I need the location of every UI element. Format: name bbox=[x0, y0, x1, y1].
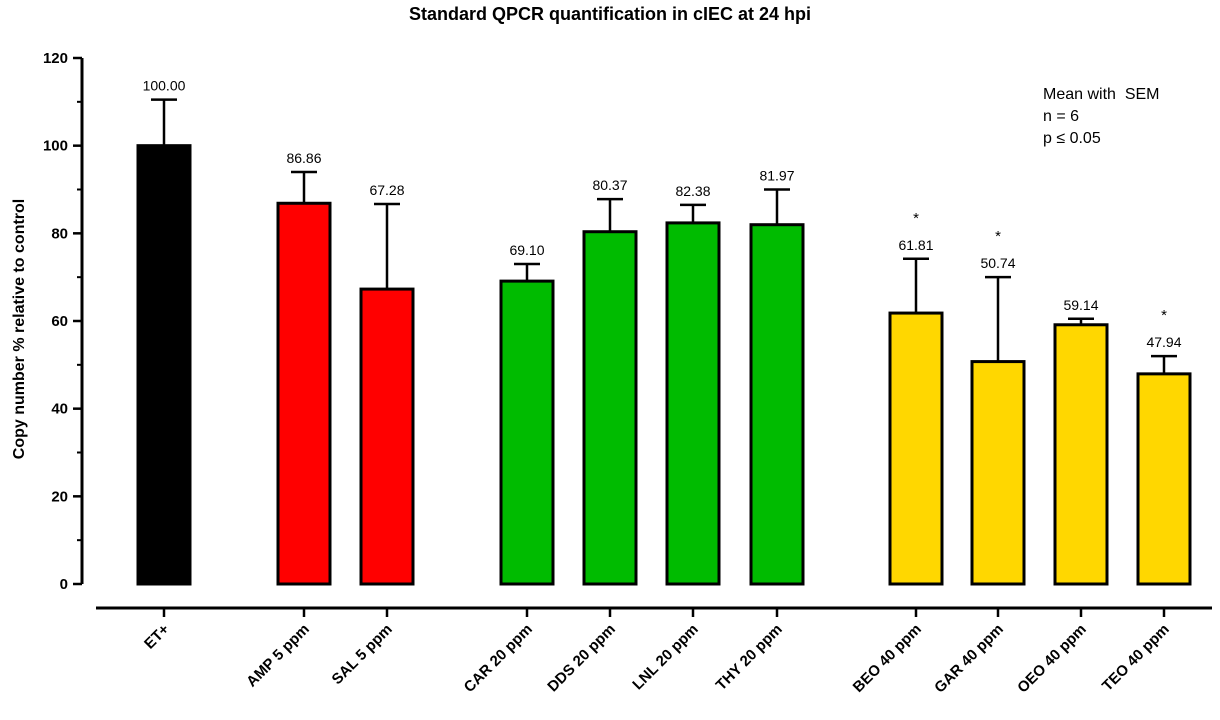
stats-annotation-line: Mean with SEM bbox=[1043, 86, 1159, 103]
value-label: 50.74 bbox=[980, 255, 1015, 271]
x-tick-label: CAR 20 ppm bbox=[461, 621, 536, 696]
x-tick-label: SAL 5 ppm bbox=[329, 621, 396, 688]
bar bbox=[359, 287, 415, 586]
x-tick-label: OEO 40 ppm bbox=[1014, 621, 1090, 697]
y-tick-label: 100 bbox=[43, 138, 68, 155]
bar bbox=[1053, 323, 1109, 586]
bar bbox=[749, 223, 805, 586]
value-label: 80.37 bbox=[592, 177, 627, 193]
x-tick-label: BEO 40 ppm bbox=[850, 621, 925, 696]
bar bbox=[136, 144, 192, 586]
y-tick-label: 120 bbox=[43, 50, 68, 67]
y-tick-label: 0 bbox=[60, 576, 68, 593]
x-tick-label: TEO 40 ppm bbox=[1099, 621, 1173, 695]
bar bbox=[499, 279, 555, 586]
bar bbox=[1136, 372, 1192, 586]
value-label: 67.28 bbox=[369, 182, 404, 198]
bar bbox=[888, 311, 944, 586]
significance-star: * bbox=[913, 210, 919, 227]
x-tick-label: ET+ bbox=[141, 621, 173, 653]
bar bbox=[582, 230, 638, 586]
stats-annotation-line: p ≤ 0.05 bbox=[1043, 130, 1101, 147]
x-tick-label: GAR 40 ppm bbox=[931, 621, 1007, 697]
y-axis-label: Copy number % relative to control bbox=[11, 199, 28, 459]
value-label: 47.94 bbox=[1146, 334, 1181, 350]
y-tick-label: 60 bbox=[51, 313, 68, 330]
chart-title: Standard QPCR quantification in cIEC at … bbox=[408, 4, 812, 24]
y-tick-label: 80 bbox=[51, 225, 68, 242]
bar bbox=[665, 221, 721, 586]
stats-annotation-line: n = 6 bbox=[1043, 108, 1079, 125]
value-label: 81.97 bbox=[759, 168, 794, 184]
x-tick-label: AMP 5 ppm bbox=[243, 621, 313, 691]
axes-layer bbox=[73, 56, 1212, 617]
x-tick-label: LNL 20 ppm bbox=[629, 621, 702, 694]
x-tick-label: THY 20 ppm bbox=[713, 621, 786, 694]
value-label: 82.38 bbox=[675, 183, 710, 199]
bars-layer bbox=[136, 98, 1192, 586]
bar bbox=[970, 360, 1026, 586]
x-tick-label: DDS 20 ppm bbox=[544, 621, 619, 696]
significance-star: * bbox=[1161, 307, 1167, 324]
y-tick-label: 40 bbox=[51, 401, 68, 418]
value-label: 100.00 bbox=[143, 78, 186, 94]
value-label: 59.14 bbox=[1063, 297, 1098, 313]
value-label: 61.81 bbox=[898, 237, 933, 253]
bar bbox=[276, 201, 332, 586]
y-tick-label: 20 bbox=[51, 488, 68, 505]
value-label: 86.86 bbox=[286, 150, 321, 166]
significance-star: * bbox=[995, 228, 1001, 245]
value-label: 69.10 bbox=[509, 242, 544, 258]
